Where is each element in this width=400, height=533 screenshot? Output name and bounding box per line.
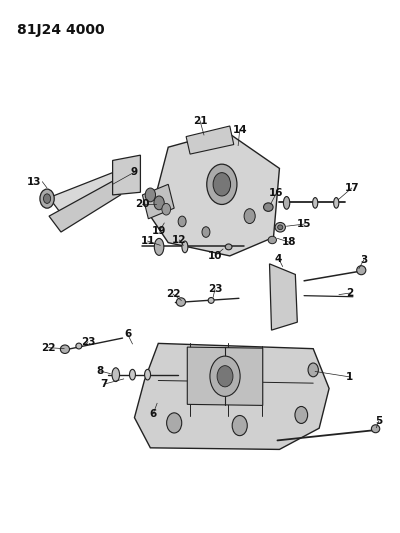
Polygon shape	[134, 343, 329, 449]
Circle shape	[202, 227, 210, 237]
Text: 16: 16	[269, 188, 284, 198]
Text: 6: 6	[124, 329, 131, 340]
Text: 15: 15	[297, 219, 311, 229]
Ellipse shape	[208, 297, 214, 303]
Ellipse shape	[130, 369, 136, 380]
Polygon shape	[186, 126, 234, 154]
Circle shape	[167, 413, 182, 433]
Text: 7: 7	[100, 379, 108, 389]
Ellipse shape	[357, 266, 366, 274]
Circle shape	[154, 196, 164, 210]
Circle shape	[178, 216, 186, 227]
Text: 4: 4	[275, 254, 282, 263]
Text: 19: 19	[152, 226, 167, 236]
Circle shape	[40, 189, 54, 208]
Ellipse shape	[144, 369, 150, 380]
Text: 8: 8	[96, 366, 104, 376]
Ellipse shape	[60, 345, 70, 353]
Text: 14: 14	[232, 125, 247, 135]
Circle shape	[308, 363, 318, 377]
Text: 21: 21	[193, 116, 207, 126]
Circle shape	[44, 194, 51, 204]
Polygon shape	[113, 155, 140, 195]
Polygon shape	[150, 131, 280, 256]
Polygon shape	[270, 264, 297, 330]
Circle shape	[213, 173, 230, 196]
Circle shape	[207, 164, 237, 205]
Polygon shape	[49, 179, 120, 232]
Text: 81J24 4000: 81J24 4000	[17, 22, 105, 37]
Text: 5: 5	[375, 416, 382, 426]
Text: 10: 10	[208, 251, 222, 261]
Text: 20: 20	[135, 199, 150, 209]
Text: 13: 13	[27, 176, 41, 187]
Ellipse shape	[284, 197, 290, 209]
Ellipse shape	[225, 244, 232, 250]
Ellipse shape	[268, 236, 276, 244]
Ellipse shape	[154, 238, 164, 255]
Ellipse shape	[313, 198, 318, 208]
Circle shape	[217, 366, 233, 387]
Text: 6: 6	[150, 409, 157, 419]
Text: 18: 18	[282, 237, 296, 247]
Text: 17: 17	[344, 183, 359, 193]
Ellipse shape	[334, 198, 339, 208]
Ellipse shape	[264, 203, 273, 212]
Circle shape	[244, 209, 255, 223]
Polygon shape	[187, 347, 263, 406]
Text: 23: 23	[81, 337, 95, 347]
Ellipse shape	[112, 368, 120, 382]
Text: 1: 1	[345, 372, 352, 382]
Text: 3: 3	[360, 255, 367, 265]
Ellipse shape	[176, 298, 186, 306]
Ellipse shape	[76, 343, 82, 349]
Ellipse shape	[278, 225, 283, 230]
Text: 23: 23	[208, 284, 222, 294]
Ellipse shape	[182, 241, 188, 253]
Circle shape	[232, 416, 247, 435]
Text: 12: 12	[172, 235, 186, 245]
Polygon shape	[142, 184, 174, 219]
Text: 11: 11	[140, 236, 155, 246]
Circle shape	[295, 407, 308, 423]
Circle shape	[162, 204, 171, 215]
Text: 22: 22	[166, 289, 180, 299]
Text: 9: 9	[131, 167, 138, 177]
Ellipse shape	[275, 222, 286, 232]
Circle shape	[145, 188, 156, 202]
Ellipse shape	[372, 425, 380, 433]
Text: 2: 2	[346, 288, 354, 298]
Text: 22: 22	[41, 343, 56, 353]
Polygon shape	[49, 171, 120, 214]
Circle shape	[210, 356, 240, 397]
